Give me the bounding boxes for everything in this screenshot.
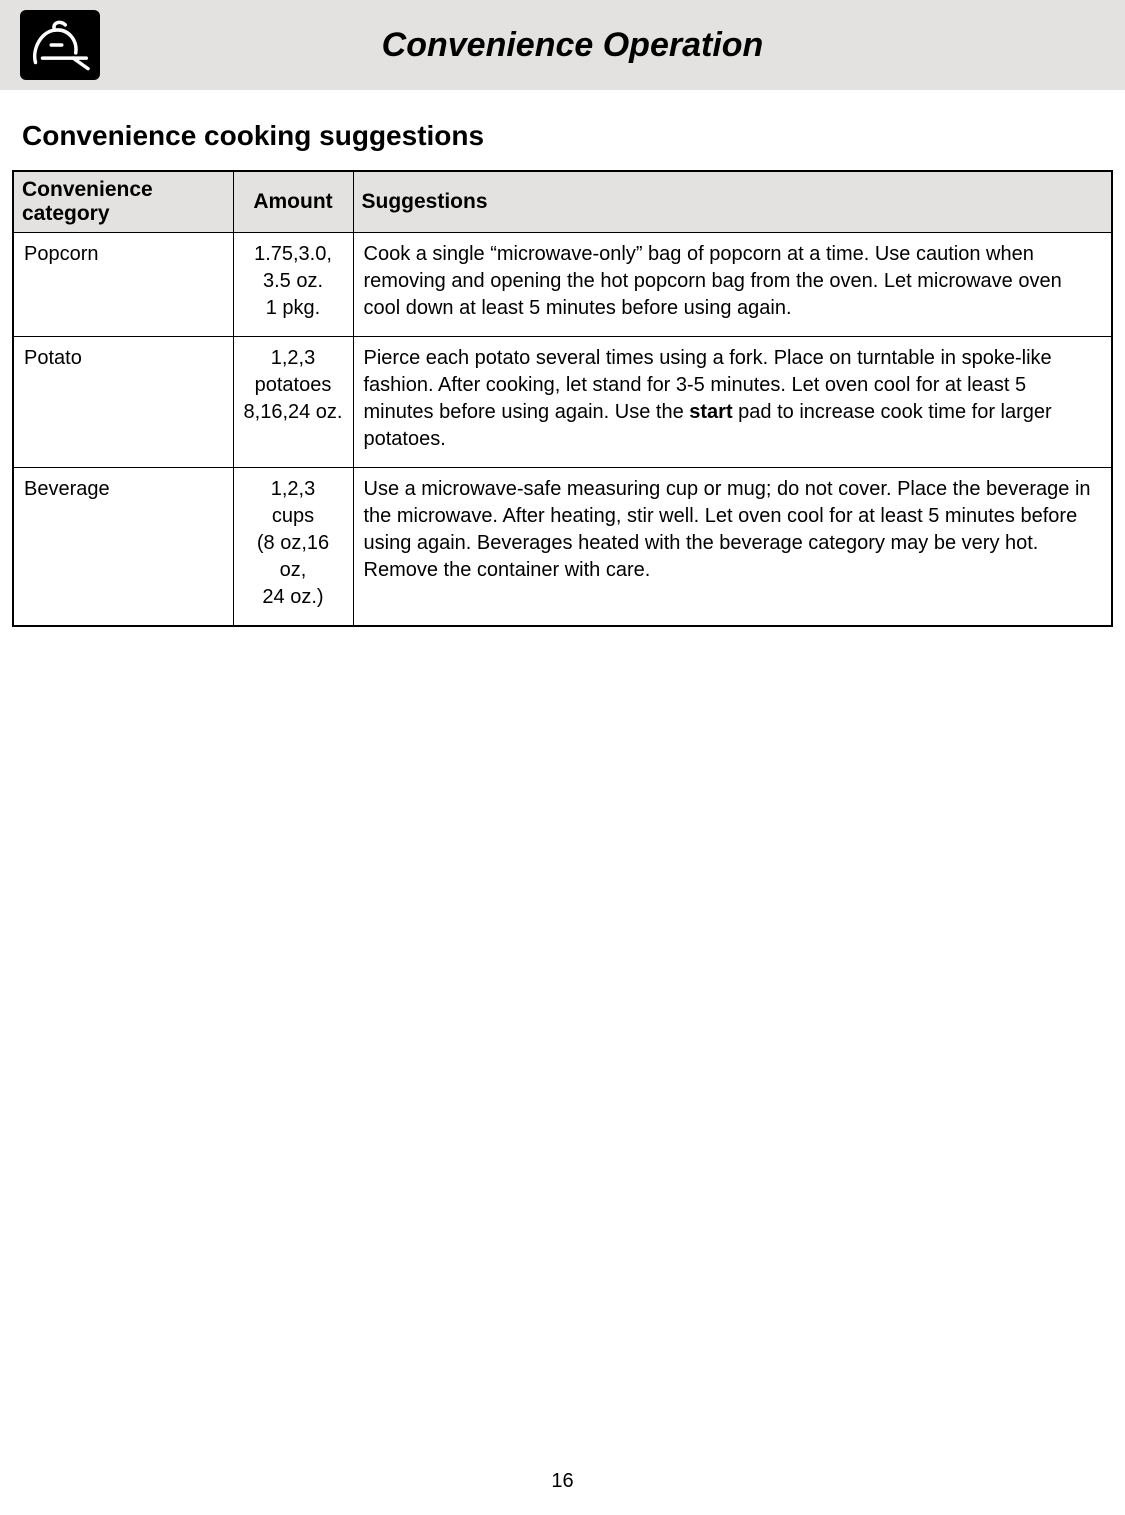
amount-line: (8 oz,16 oz, bbox=[244, 530, 343, 584]
amount-line: cups bbox=[244, 503, 343, 530]
amount-line: potatoes bbox=[244, 372, 343, 399]
suggestion-text: Use a microwave-safe measuring cup or mu… bbox=[364, 478, 1091, 581]
amount-line: 1,2,3 bbox=[244, 476, 343, 503]
table-header-row: Convenience category Amount Suggestions bbox=[13, 171, 1112, 233]
cell-amount: 1,2,3potatoes8,16,24 oz. bbox=[233, 337, 353, 468]
col-header-category: Convenience category bbox=[13, 171, 233, 233]
cell-amount: 1,2,3cups(8 oz,16 oz,24 oz.) bbox=[233, 468, 353, 627]
cell-amount: 1.75,3.0,3.5 oz.1 pkg. bbox=[233, 233, 353, 337]
table-row: Beverage1,2,3cups(8 oz,16 oz,24 oz.)Use … bbox=[13, 468, 1112, 627]
amount-line: 24 oz.) bbox=[244, 584, 343, 611]
page-title: Convenience Operation bbox=[100, 26, 1125, 65]
cell-suggestion: Cook a single “microwave-only” bag of po… bbox=[353, 233, 1112, 337]
content-area: Convenience cooking suggestions Convenie… bbox=[0, 120, 1125, 627]
table-row: Popcorn1.75,3.0,3.5 oz.1 pkg.Cook a sing… bbox=[13, 233, 1112, 337]
cell-suggestion: Pierce each potato several times using a… bbox=[353, 337, 1112, 468]
cell-suggestion: Use a microwave-safe measuring cup or mu… bbox=[353, 468, 1112, 627]
col-header-suggestions: Suggestions bbox=[353, 171, 1112, 233]
table-row: Potato1,2,3potatoes8,16,24 oz.Pierce eac… bbox=[13, 337, 1112, 468]
cell-category: Potato bbox=[13, 337, 233, 468]
suggestion-text: Cook a single “microwave-only” bag of po… bbox=[364, 243, 1062, 319]
cell-category: Beverage bbox=[13, 468, 233, 627]
suggestions-table: Convenience category Amount Suggestions … bbox=[12, 170, 1113, 627]
col-header-amount: Amount bbox=[233, 171, 353, 233]
page-number: 16 bbox=[0, 1470, 1125, 1493]
section-title: Convenience cooking suggestions bbox=[22, 120, 1113, 152]
header-banner: Convenience Operation bbox=[0, 0, 1125, 90]
amount-line: 3.5 oz. bbox=[244, 268, 343, 295]
cell-category: Popcorn bbox=[13, 233, 233, 337]
page: Convenience Operation Convenience cookin… bbox=[0, 0, 1125, 1515]
suggestion-bold: start bbox=[689, 401, 732, 423]
cooking-icon bbox=[20, 10, 100, 80]
amount-line: 1,2,3 bbox=[244, 345, 343, 372]
amount-line: 1 pkg. bbox=[244, 295, 343, 322]
amount-line: 8,16,24 oz. bbox=[244, 399, 343, 426]
amount-line: 1.75,3.0, bbox=[244, 241, 343, 268]
